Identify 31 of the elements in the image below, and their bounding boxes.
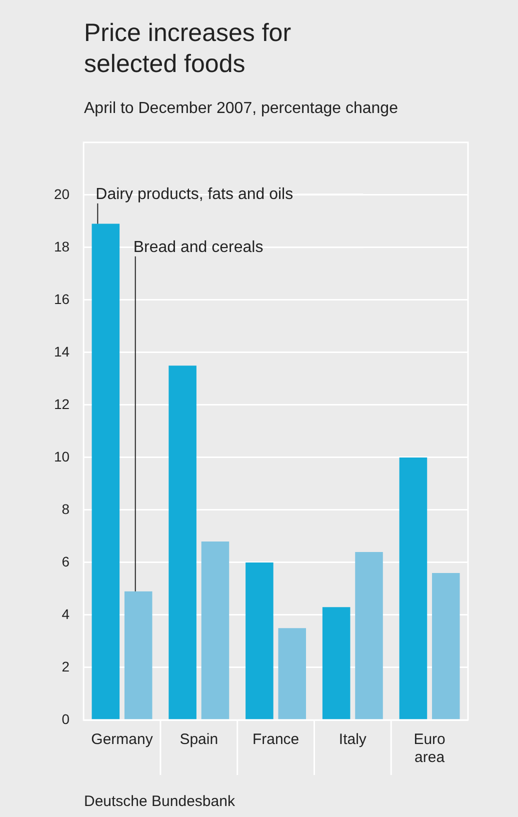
y-tick-label: 6 — [62, 553, 70, 570]
x-tick-label: Euro area — [414, 731, 446, 766]
text: Bread and cereals — [133, 238, 264, 256]
y-tick-label: 16 — [54, 290, 70, 307]
x-tick-label: Germany — [91, 731, 154, 748]
bar — [432, 572, 460, 720]
bar — [124, 591, 152, 720]
text: Deutsche Bundesbank — [84, 793, 235, 810]
bar — [168, 366, 196, 720]
bar — [399, 457, 428, 720]
y-tick-label: 10 — [54, 448, 70, 464]
y-tick-label: 20 — [54, 186, 70, 202]
x-tick-label: Italy — [338, 731, 367, 748]
bar — [92, 224, 120, 720]
y-tick-label: 18 — [54, 238, 70, 254]
bar — [201, 541, 230, 720]
series-label: Dairy products, fats and oils — [96, 186, 294, 203]
chart-title: Price increases for selected foods — [84, 18, 292, 80]
y-tick-label: 8 — [62, 500, 70, 517]
y-tick-label: 12 — [54, 396, 70, 412]
bar — [278, 628, 306, 720]
y-tick-label: 4 — [62, 606, 70, 622]
y-tick-label: 2 — [62, 658, 70, 674]
bar — [322, 607, 350, 720]
y-tick-label: 0 — [62, 710, 70, 727]
x-tick-label: Spain — [180, 731, 218, 748]
bar — [246, 562, 274, 720]
y-tick-label: 14 — [54, 343, 70, 360]
x-tick-label: France — [252, 731, 300, 748]
bar — [355, 552, 383, 720]
chart-subtitle: April to December 2007, percentage change — [84, 100, 398, 118]
